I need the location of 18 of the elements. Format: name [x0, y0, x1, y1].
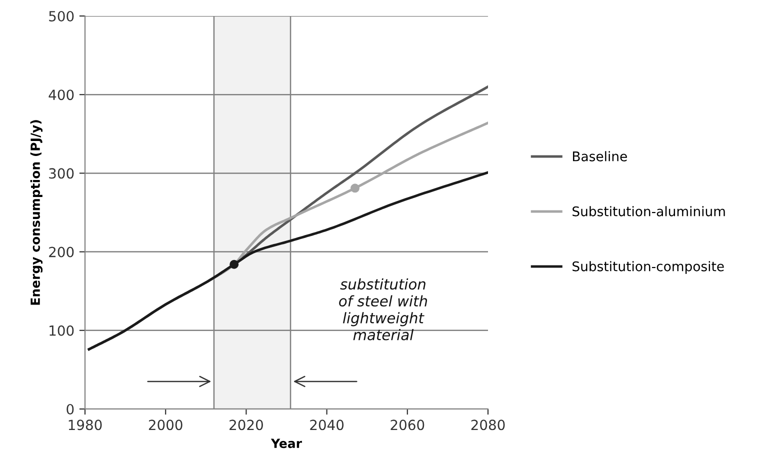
y-tick-label: 200	[49, 246, 74, 258]
legend-label: Substitution-composite	[572, 261, 724, 274]
x-tick-label: 1980	[68, 420, 102, 430]
x-tick-label: 2020	[230, 420, 263, 430]
y-tick-label: 400	[48, 90, 74, 100]
y-tick-label: 100	[50, 325, 74, 336]
y-tick-label: 500	[49, 10, 74, 22]
y-tick-label: 0	[66, 404, 74, 414]
annotation: substitution of steel with lightweight material	[339, 278, 428, 340]
legend-label: Baseline	[572, 151, 627, 162]
x-tick-label: 2080	[471, 420, 505, 430]
x-tick-label: 2060	[390, 420, 424, 430]
y-tick-label: 300	[49, 168, 74, 179]
x-tick-label: 2040	[310, 420, 344, 430]
x-axis-title: Year	[270, 438, 302, 448]
legend-label: Substitution-aluminium	[572, 206, 725, 216]
y-axis-title: Energy consumption (PJ/y)	[30, 120, 43, 305]
x-tick-label: 2000	[148, 420, 182, 430]
